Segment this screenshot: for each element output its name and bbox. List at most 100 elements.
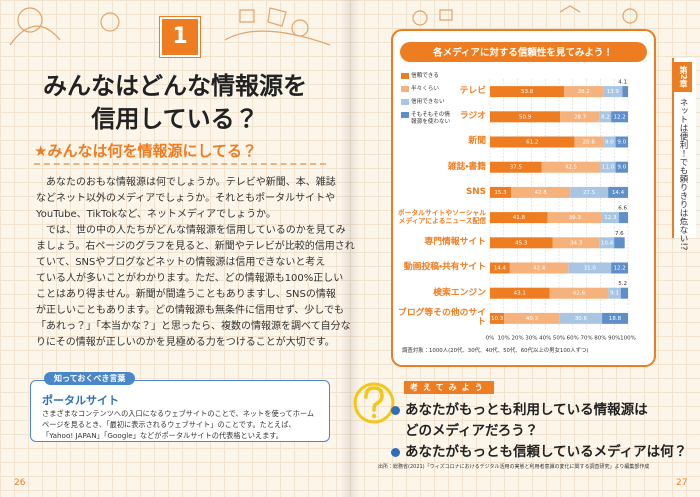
category-label: 専門情報サイト bbox=[424, 237, 486, 248]
bar-segment bbox=[490, 86, 565, 98]
bar-segment bbox=[603, 136, 616, 148]
page-number: 26 bbox=[14, 478, 26, 488]
value-label: 10.3 bbox=[491, 316, 504, 322]
value-label: 61.2 bbox=[526, 140, 538, 146]
bar-segment bbox=[611, 262, 628, 274]
glossary-line: 「Yahoo! JAPAN」「Google」などがポータルサイトの代表格といえま… bbox=[42, 431, 283, 440]
chart-note: 調査対象：1000人(20代、30代、40代、50代、60代以上の男女100人ず… bbox=[402, 348, 589, 354]
value-label: 11.0 bbox=[602, 165, 615, 171]
category-label: ブログ等その他のサイト bbox=[398, 308, 486, 328]
x-tick-label: 70% bbox=[580, 336, 592, 342]
x-tick-label: 0% bbox=[486, 336, 495, 342]
value-label: 5.2 bbox=[618, 281, 627, 287]
bar-segment bbox=[509, 262, 569, 274]
body-text: あなたのおもな情報源は何でしょうか。テレビや新聞、本、雑誌などネット以外のメディ… bbox=[36, 175, 355, 351]
bar-segment bbox=[490, 186, 512, 198]
legend-label: 信頼できる bbox=[411, 72, 439, 79]
value-label: 43.1 bbox=[514, 291, 526, 297]
chapter-tab-label: 第2章 bbox=[674, 62, 692, 92]
question: あなたがもっとも信頼しているメディアは何？ bbox=[391, 442, 700, 463]
body-line: ましょう。右ページのグラフを見ると、新聞やテレビが比較的信用され bbox=[36, 241, 355, 252]
bar-segment bbox=[622, 86, 628, 98]
right-header-illustration bbox=[412, 5, 638, 26]
body-line: あなたのおもな情報源は何でしょうか。テレビや新聞、本、雑誌 bbox=[46, 177, 336, 188]
category-label: 新聞 bbox=[468, 136, 486, 147]
category-label: テレビ bbox=[459, 85, 486, 96]
bar-segment bbox=[541, 161, 601, 173]
value-label: 30.6 bbox=[575, 316, 588, 322]
body-line: では、世の中の人たちがどんな情報源を信用しているのかを見てみ bbox=[46, 225, 346, 236]
value-label: 8.2 bbox=[601, 114, 610, 120]
legend-label: そもそもその情報源を使わない bbox=[411, 111, 451, 125]
bar-segment bbox=[490, 136, 575, 148]
chapter-number: 1 bbox=[160, 17, 200, 57]
bar-segment bbox=[574, 136, 604, 148]
bar-segment bbox=[568, 262, 612, 274]
bar-segment bbox=[564, 86, 604, 98]
bullet bbox=[391, 406, 400, 415]
value-label: 42.8 bbox=[535, 190, 548, 196]
category-label: 検索エンジン bbox=[433, 287, 486, 298]
legend-label: 信用できない bbox=[411, 98, 445, 105]
value-label: 37.5 bbox=[510, 165, 523, 171]
x-tick-label: 90% bbox=[608, 336, 620, 342]
value-label: 13.9 bbox=[607, 89, 620, 95]
category-label: 動画投稿・共有サイト bbox=[403, 262, 486, 273]
value-label: 12.3 bbox=[604, 215, 617, 221]
legend-swatch bbox=[401, 86, 409, 92]
value-label: 15.3 bbox=[494, 190, 507, 196]
value-label: 6.6 bbox=[618, 206, 627, 212]
bar-segment bbox=[490, 161, 542, 173]
body-line: ている人が多いことがわかります。ただ、どの情報源も100%正しい bbox=[36, 273, 344, 284]
x-tick-label: 100% bbox=[620, 336, 636, 342]
bar-segment bbox=[600, 161, 616, 173]
header-illustration bbox=[9, 7, 331, 46]
value-label: 28.7 bbox=[574, 114, 587, 120]
value-label: 12.2 bbox=[613, 266, 625, 272]
question-text: あなたがもっとも利用している情報源はどのメディアだろう？ bbox=[405, 402, 648, 439]
bar-segment bbox=[611, 111, 628, 123]
bar-segment bbox=[601, 212, 619, 224]
bar-segment bbox=[602, 312, 628, 324]
value-label: 45.3 bbox=[515, 240, 528, 246]
body-line: などネット以外のメディアでしょうか。それともポータルサイトや bbox=[36, 193, 336, 204]
question-text: あなたがもっとも信頼しているメディアは何？ bbox=[405, 444, 688, 460]
value-label: 34.3 bbox=[570, 240, 583, 246]
x-tick-label: 40% bbox=[539, 336, 551, 342]
value-label: 9.0 bbox=[617, 140, 626, 146]
x-tick-label: 60% bbox=[567, 336, 579, 342]
bar-segment bbox=[547, 212, 602, 224]
bar-segment bbox=[570, 186, 609, 198]
x-tick-label: 80% bbox=[594, 336, 606, 342]
category-label: ラジオ bbox=[459, 111, 486, 122]
glossary-term: ポータルサイト bbox=[42, 394, 119, 407]
chapter-tab-text: ネットは便利！でも頼りきりは危ない!? bbox=[678, 98, 688, 251]
value-label: 42.4 bbox=[533, 266, 546, 272]
bar-segment bbox=[620, 287, 628, 299]
title-line: みんなはどんな情報源を bbox=[43, 72, 307, 100]
category-label: SNS bbox=[465, 186, 486, 197]
value-label: 40.3 bbox=[526, 316, 539, 322]
value-label: 10.4 bbox=[601, 240, 614, 246]
body-line: が正しいこともあります。どの情報源も無条件に信用せず、少しでも bbox=[36, 305, 344, 316]
legend-label: 半々くらい bbox=[411, 85, 439, 92]
value-label: 42.6 bbox=[573, 291, 586, 297]
section-heading: ★みんなは何を情報源にしてる？ bbox=[34, 142, 257, 160]
value-label: 39.3 bbox=[569, 215, 582, 221]
source: 出所：総務省(2021)「ウィズコロナにおけるデジタル活用の実態と利用者意識の変… bbox=[378, 464, 650, 470]
value-label: 28.2 bbox=[578, 89, 590, 95]
body-line: ていて、SNSやブログなどネットの情報源は信用できないと考え bbox=[36, 257, 326, 268]
glossary-text: さまざまなコンテンツへの入口になるウェブサイトのことで、ネットを使ってホーム ペー… bbox=[42, 408, 314, 441]
value-label: 53.8 bbox=[521, 89, 534, 95]
value-label: 41.8 bbox=[513, 215, 526, 221]
value-label: 14.4 bbox=[494, 266, 507, 272]
bar-segment bbox=[490, 111, 561, 123]
body-line: りにその情報が正しいのかを見極める力をつけることが大切です。 bbox=[36, 337, 335, 348]
bar-segment bbox=[599, 111, 612, 123]
bar-segment bbox=[490, 237, 553, 249]
value-label: 31.0 bbox=[584, 266, 597, 272]
body-line: 「あれっ？」「本当かな？」と思ったら、複数の情報源を調べて自分な bbox=[36, 321, 351, 332]
bar-segment bbox=[490, 287, 550, 299]
value-label: 14.4 bbox=[612, 190, 625, 196]
